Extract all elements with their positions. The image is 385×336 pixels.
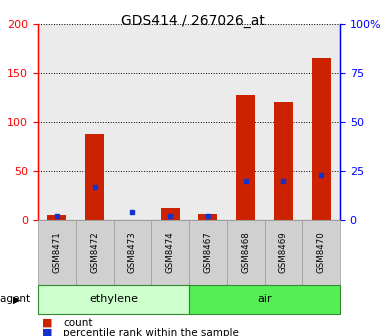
Text: GSM8468: GSM8468 (241, 232, 250, 274)
Point (167, 213, 173, 219)
Point (243, 178, 249, 183)
Bar (161, 208, 179, 220)
Text: air: air (257, 294, 272, 304)
Bar (312, 58, 331, 220)
Text: agent: agent (0, 294, 34, 304)
Text: GSM8471: GSM8471 (52, 232, 61, 274)
Text: ■: ■ (42, 328, 52, 336)
Text: ▶: ▶ (13, 294, 20, 304)
Point (92, 184, 98, 190)
Text: GSM8474: GSM8474 (166, 232, 175, 274)
Text: ethylene: ethylene (89, 294, 138, 304)
Text: GSM8470: GSM8470 (316, 232, 326, 274)
Point (129, 209, 136, 215)
Bar (236, 94, 255, 220)
Text: GSM8467: GSM8467 (203, 232, 213, 274)
Bar (274, 102, 293, 220)
Text: count: count (63, 318, 92, 328)
Text: GDS414 / 267026_at: GDS414 / 267026_at (121, 14, 264, 28)
Text: GSM8469: GSM8469 (279, 232, 288, 273)
Point (54, 213, 60, 219)
Text: ■: ■ (42, 318, 52, 328)
Text: GSM8473: GSM8473 (128, 232, 137, 274)
Bar (85, 134, 104, 220)
Point (205, 213, 211, 219)
Text: percentile rank within the sample: percentile rank within the sample (63, 328, 239, 336)
Text: GSM8472: GSM8472 (90, 232, 99, 274)
Bar (47, 215, 66, 220)
Bar (198, 214, 217, 220)
Point (280, 178, 286, 183)
Point (318, 172, 324, 178)
